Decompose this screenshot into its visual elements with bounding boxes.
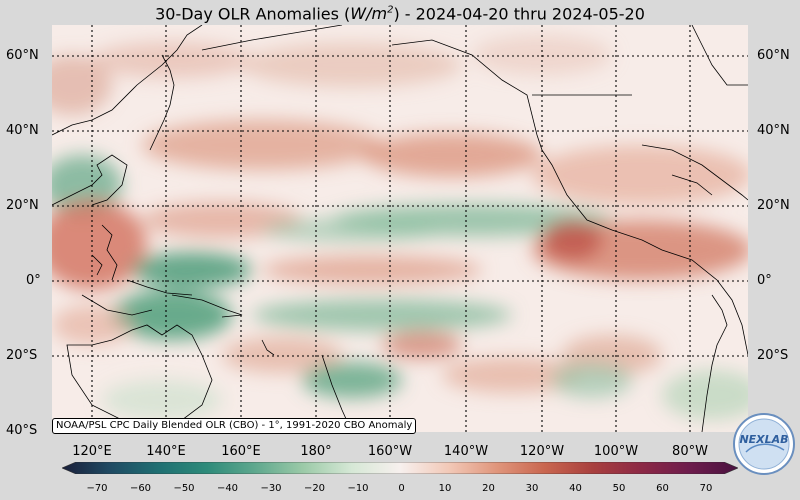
lon-label-180: 180° [300, 444, 332, 459]
lat-label-40n-right: 40°N [757, 123, 790, 138]
lat-label-20s-right: 20°S [757, 348, 789, 363]
lon-label-120w: 120°W [519, 444, 565, 459]
logo-text: NEXLAB [739, 433, 788, 446]
lat-label-eq-left: 0° [26, 273, 41, 288]
lat-label-40n-left: 40°N [6, 123, 39, 138]
lon-label-80w: 80°W [672, 444, 708, 459]
colorbar-tick-label: 0 [398, 483, 405, 494]
colorbar-tick-label: −50 [173, 483, 195, 494]
title-unit-exponent: 2 [387, 5, 394, 16]
lon-label-140e: 140°E [146, 444, 186, 459]
colorbar-tick-label: 40 [569, 483, 582, 494]
colorbar-tick-label: −60 [129, 483, 152, 494]
colorbar-tick-label: −30 [260, 483, 282, 494]
colorbar-tick-label: 60 [656, 483, 669, 494]
colorbar-tick-label: 50 [612, 483, 626, 494]
lon-label-120e: 120°E [72, 444, 112, 459]
lon-label-160w: 160°W [367, 444, 413, 459]
colorbar-tick-label: 20 [482, 483, 495, 494]
lat-label-20s-left: 20°S [6, 348, 38, 363]
lon-label-160e: 160°E [221, 444, 261, 459]
coastlines [52, 25, 748, 432]
title-unit-base: W/m [350, 4, 388, 24]
title-date-range: ) - 2024-04-20 thru 2024-05-20 [393, 4, 645, 24]
colorbar [62, 462, 738, 474]
colorbar-tick-label: 10 [438, 483, 452, 494]
lon-label-140w: 140°W [443, 444, 489, 459]
colorbar-tick-label: 30 [525, 483, 539, 494]
colorbar-bar [62, 462, 738, 474]
map-canvas [52, 25, 748, 432]
lat-label-60n-right: 60°N [757, 48, 790, 63]
olr-anomaly-map [52, 25, 748, 432]
lat-label-20n-right: 20°N [757, 198, 790, 213]
title-unit: W/m2 [350, 4, 393, 23]
colorbar-tick-label: −10 [347, 483, 369, 494]
anomaly-field [52, 35, 748, 420]
colorbar-tick-label: −70 [86, 483, 108, 494]
nexlab-logo: NEXLAB [733, 413, 795, 475]
lat-label-20n-left: 20°N [6, 198, 39, 213]
colorbar-tick-label: 70 [699, 483, 713, 494]
lat-label-eq-right: 0° [757, 273, 772, 288]
map-title: 30-Day OLR Anomalies (W/m2) - 2024-04-20… [0, 0, 800, 25]
data-source-caption: NOAA/PSL CPC Daily Blended OLR (CBO) - 1… [52, 418, 417, 434]
lat-label-60n-left: 60°N [6, 48, 39, 63]
lat-label-40s-left: 40°S [6, 423, 38, 438]
colorbar-tick-label: −20 [303, 483, 326, 494]
title-text: 30-Day OLR Anomalies ( [155, 4, 351, 24]
lon-label-100w: 100°W [593, 444, 639, 459]
colorbar-tick-label: −40 [216, 483, 239, 494]
graticule [52, 25, 748, 432]
